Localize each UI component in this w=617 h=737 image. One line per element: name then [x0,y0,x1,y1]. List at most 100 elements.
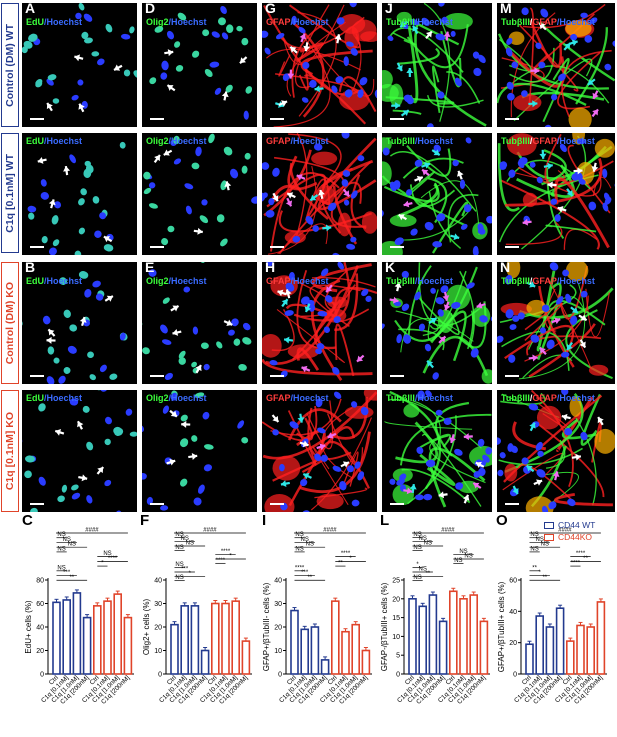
bar [290,609,299,675]
arrow-marker [391,102,401,110]
panel-label-N: N [500,262,511,275]
arrow-marker [573,167,583,175]
cell-image [497,390,615,512]
significance-label: * [101,561,104,567]
panel-label-G: G [265,3,276,16]
significance-label: #### [558,528,572,534]
arrow-marker [79,316,87,327]
significance-label: NS [186,541,194,547]
stain-title-part: Olig2 [146,17,169,27]
stain-title-part: EdU [26,393,44,403]
cell-image [22,271,128,384]
arrow-marker [528,354,538,362]
bar [221,602,230,675]
arrow-marker [568,39,578,47]
stain-title: TubβIII/Hoechst [386,17,453,27]
arrow-marker [389,296,399,304]
micrograph-tub-row2: TubβIII/Hoechst [382,133,492,255]
arrow-marker [522,218,532,226]
stain-title: Olig2/Hoechst [146,17,207,27]
significance-label: ** [542,575,547,581]
arrow-marker [48,199,56,209]
scale-bar [390,503,404,505]
arrow-marker [399,20,409,28]
stain-title-part: EdU [26,17,44,27]
significance-label: NS [419,536,427,542]
arrow-marker [318,189,325,199]
arrow-marker [412,25,419,35]
arrow-marker [322,224,332,232]
stain-title-part: EdU [26,276,44,286]
arrow-marker [431,149,441,156]
stain-title: TubβIII/GFAP/Hoechst [501,276,595,286]
arrow-marker [334,34,342,44]
scale-bar [270,375,284,377]
arrow-marker [406,67,414,77]
arrow-marker [543,162,553,170]
arrow-marker [462,494,470,504]
bar [596,601,606,675]
stain-title-part: /Hoechst [556,393,595,403]
stain-title-part: GFAP [266,17,291,27]
row-label-c1q-ko: C1q [0.1nM] KO [1,390,19,512]
scale-bar [150,375,164,377]
arrow-marker [297,413,305,423]
arrow-marker [239,56,248,64]
arrow-marker [164,49,174,57]
panel-label-E: E [145,262,155,275]
scale-bar [30,118,44,120]
arrow-marker [592,90,599,100]
legend: CD44 WT CD44KO [544,520,595,544]
stain-title: EdU/Hoechst [26,393,82,403]
arrow-marker [104,295,114,302]
bar [190,605,200,675]
y-axis-label: GFAP+/βTubIII- cells (%) [262,582,271,671]
arrow-marker [74,54,84,62]
micrograph-edu-row1: EdU/Hoechst A [22,3,137,127]
significance-label: ** [532,565,537,571]
micrograph-edu-row3: EdU/Hoechst B [22,262,137,384]
arrow-marker [597,416,604,426]
arrow-marker [442,291,450,301]
panel-label-F: F [140,512,150,529]
stain-title-part: /Hoechst [44,393,83,403]
bar [408,598,417,675]
arrow-marker [512,485,519,495]
significance-label: * [229,554,232,560]
stain-title: TubβIII/Hoechst [386,276,453,286]
arrow-marker [301,365,311,373]
scale-bar [30,503,44,505]
arrow-marker [457,170,464,180]
y-tick-label: 40 [36,625,44,632]
arrow-marker [476,301,486,309]
bar [469,594,478,675]
significance-label: NS [306,542,314,548]
bar [211,602,220,675]
arrow-marker [463,433,473,441]
y-tick-label: 5 [396,653,400,660]
cell-image [382,137,492,255]
bar [241,640,251,675]
micrograph-gfap-row3: GFAP/Hoechst H [262,262,377,384]
arrow-marker [272,192,279,202]
significance-label: ** [338,561,343,567]
significance-label: NS [181,536,189,542]
cell-image [384,390,492,508]
stain-title: TubβIII/Hoechst [386,393,453,403]
arrow-marker [340,461,350,468]
significance-label: NS [175,545,183,551]
stain-title: GFAP/Hoechst [266,17,329,27]
stain-title: TubβIII/GFAP/Hoechst [501,17,595,27]
panel-label-K: K [385,262,396,275]
panel-label-D: D [145,3,156,16]
arrow-marker [221,91,229,101]
scale-bar [505,375,519,377]
significance-label: NS [295,532,303,538]
micrograph-tubgfap-row1: TubβIII/GFAP/Hoechst M [497,3,615,127]
significance-label: **** [216,558,226,564]
arrow-marker [566,341,573,351]
stain-title-part: GFAP [532,136,557,146]
bar [586,626,595,675]
arrow-marker [538,22,547,31]
